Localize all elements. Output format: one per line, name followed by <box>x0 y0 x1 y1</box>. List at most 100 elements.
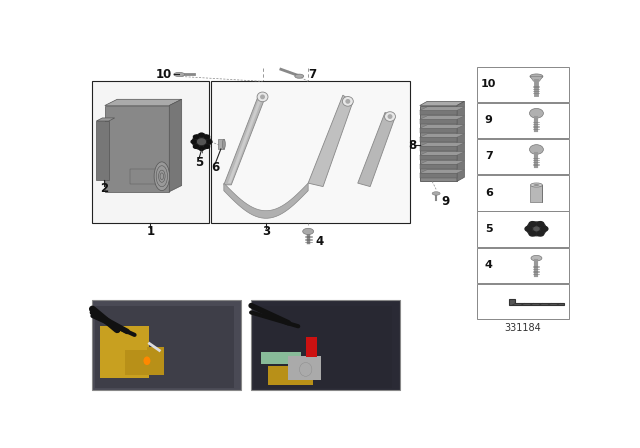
Ellipse shape <box>531 183 542 187</box>
Bar <box>477 248 568 283</box>
Text: 5: 5 <box>195 156 203 169</box>
Polygon shape <box>420 143 465 146</box>
Ellipse shape <box>385 112 396 121</box>
Circle shape <box>527 222 547 236</box>
Ellipse shape <box>143 357 150 365</box>
Bar <box>420 164 457 169</box>
Polygon shape <box>420 101 465 106</box>
Polygon shape <box>358 112 395 186</box>
Ellipse shape <box>154 162 170 190</box>
Bar <box>125 347 164 375</box>
Polygon shape <box>530 76 543 81</box>
Circle shape <box>207 140 212 143</box>
Circle shape <box>529 222 536 226</box>
Ellipse shape <box>257 92 268 102</box>
Polygon shape <box>169 99 182 192</box>
Ellipse shape <box>342 96 353 106</box>
Bar <box>420 137 457 142</box>
Circle shape <box>525 226 532 231</box>
Text: 5: 5 <box>485 224 493 234</box>
Polygon shape <box>509 299 564 306</box>
Polygon shape <box>308 95 353 186</box>
Circle shape <box>537 231 544 236</box>
Bar <box>420 119 457 124</box>
Text: 6: 6 <box>211 161 220 174</box>
Text: 1: 1 <box>147 224 154 237</box>
Ellipse shape <box>530 74 543 79</box>
Bar <box>251 301 400 390</box>
Bar <box>288 356 321 380</box>
Bar <box>420 155 457 160</box>
Bar <box>477 66 568 102</box>
Ellipse shape <box>531 255 542 261</box>
Bar <box>477 211 568 247</box>
Bar <box>218 139 224 149</box>
Text: 331184: 331184 <box>504 323 541 333</box>
Bar <box>95 306 234 388</box>
Bar <box>420 173 457 178</box>
Bar <box>306 337 317 358</box>
Circle shape <box>198 139 205 145</box>
Bar <box>477 284 568 319</box>
Ellipse shape <box>303 228 314 234</box>
Polygon shape <box>105 99 182 106</box>
Bar <box>477 103 568 138</box>
Bar <box>129 168 162 184</box>
Polygon shape <box>420 170 465 173</box>
Circle shape <box>193 135 198 138</box>
Ellipse shape <box>192 134 211 150</box>
Circle shape <box>205 135 210 138</box>
Text: 4: 4 <box>484 260 493 270</box>
Text: 2: 2 <box>100 182 108 195</box>
Circle shape <box>193 145 198 148</box>
Text: 10: 10 <box>156 68 172 81</box>
Polygon shape <box>97 118 115 121</box>
Ellipse shape <box>388 114 392 119</box>
Polygon shape <box>224 95 266 185</box>
Ellipse shape <box>260 95 265 99</box>
Polygon shape <box>420 134 465 137</box>
Ellipse shape <box>300 362 312 376</box>
Polygon shape <box>228 97 262 183</box>
Circle shape <box>534 227 539 231</box>
Circle shape <box>537 222 544 226</box>
Bar <box>211 82 410 223</box>
Text: 6: 6 <box>484 188 493 198</box>
Bar <box>420 110 457 115</box>
Polygon shape <box>420 152 465 155</box>
Circle shape <box>529 145 543 154</box>
Text: 7: 7 <box>308 68 316 81</box>
Ellipse shape <box>222 139 225 149</box>
Circle shape <box>199 133 204 137</box>
Bar <box>477 175 568 211</box>
Text: 8: 8 <box>408 139 417 152</box>
Bar <box>420 128 457 133</box>
Text: 9: 9 <box>484 115 493 125</box>
Ellipse shape <box>534 184 540 186</box>
Polygon shape <box>105 106 169 192</box>
Bar <box>477 139 568 174</box>
Polygon shape <box>97 121 109 180</box>
Bar <box>102 336 147 350</box>
Polygon shape <box>420 116 465 119</box>
Text: 3: 3 <box>262 224 270 237</box>
Circle shape <box>529 108 543 118</box>
Text: 10: 10 <box>481 79 497 89</box>
Bar <box>420 106 457 181</box>
Polygon shape <box>420 107 465 110</box>
Circle shape <box>529 231 536 236</box>
Polygon shape <box>420 161 465 164</box>
Text: 7: 7 <box>485 151 493 161</box>
Text: 9: 9 <box>441 194 449 207</box>
Ellipse shape <box>295 74 304 78</box>
Bar <box>269 366 313 385</box>
Bar <box>100 326 150 378</box>
Ellipse shape <box>173 73 185 77</box>
Ellipse shape <box>432 192 440 195</box>
Bar <box>92 82 209 223</box>
Bar <box>253 306 392 388</box>
Bar <box>92 301 241 390</box>
Ellipse shape <box>346 99 350 104</box>
Circle shape <box>541 226 548 231</box>
Polygon shape <box>420 125 465 128</box>
